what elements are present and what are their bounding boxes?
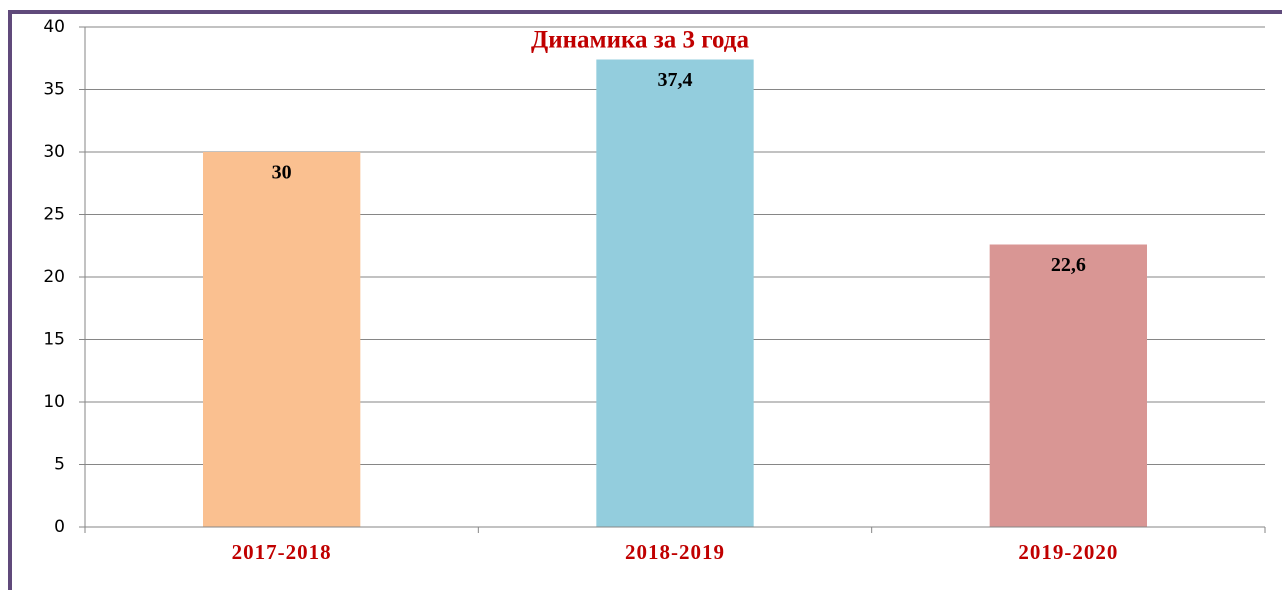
y-tick-label: 35 (43, 80, 65, 100)
x-tick-label: 2018-2019 (625, 540, 725, 564)
bar (989, 244, 1147, 527)
y-tick-label: 15 (43, 330, 65, 350)
chart-title: Динамика за 3 года (531, 27, 749, 54)
bar (596, 59, 754, 527)
frame-top (8, 10, 1282, 14)
y-tick-label: 30 (43, 142, 65, 162)
data-label: 22,6 (1051, 254, 1086, 276)
frame-left (8, 12, 12, 590)
x-tick-label: 2019-2020 (1018, 540, 1118, 564)
y-tick-label: 20 (43, 267, 65, 287)
data-label: 30 (272, 162, 292, 184)
y-tick-label: 5 (54, 455, 65, 475)
bar (203, 152, 361, 527)
x-tick-label: 2017-2018 (232, 540, 332, 564)
y-tick-label: 25 (43, 205, 65, 225)
y-tick-label: 10 (43, 392, 65, 412)
y-tick-label: 40 (43, 17, 65, 37)
y-tick-label: 0 (54, 517, 65, 537)
data-label: 37,4 (658, 69, 693, 91)
